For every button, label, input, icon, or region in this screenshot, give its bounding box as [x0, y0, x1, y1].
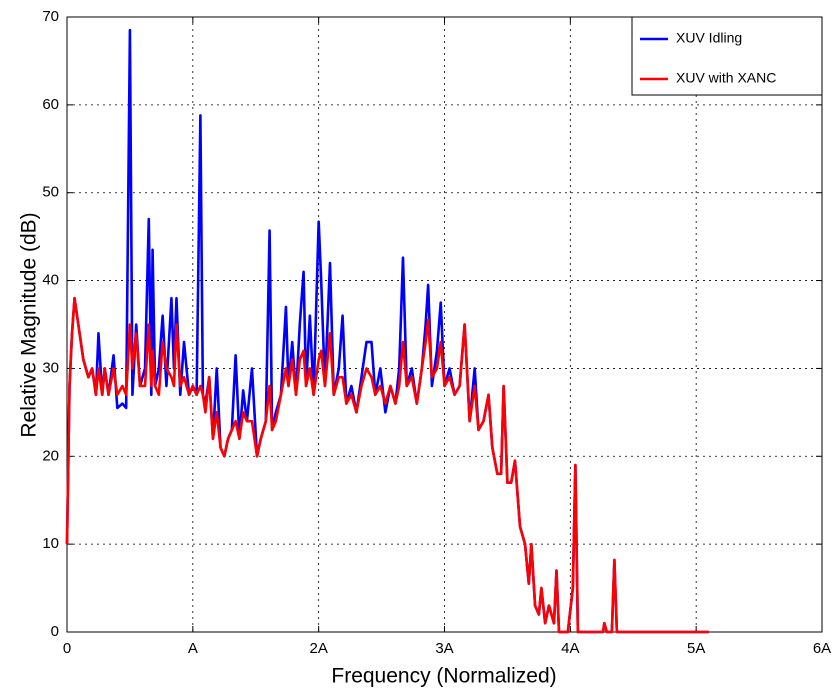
y-axis-title: Relative Magnitude (dB)	[18, 212, 41, 437]
y-tick-label: 0	[51, 623, 59, 640]
x-tick-label: 4A	[561, 640, 579, 657]
x-tick-label: 6A	[813, 640, 831, 657]
y-tick-label: 10	[42, 535, 59, 552]
y-tick-label: 20	[42, 447, 59, 464]
y-tick-label: 50	[42, 184, 59, 201]
y-tick-label: 60	[42, 96, 59, 113]
x-tick-label: 2A	[309, 640, 327, 657]
x-tick-label: A	[188, 640, 198, 657]
plot-frame	[66, 16, 823, 633]
x-tick-label: 0	[63, 640, 71, 657]
y-tick-label: 40	[42, 272, 59, 289]
x-tick-label: 3A	[435, 640, 453, 657]
legend-label: XUV Idling	[676, 30, 742, 46]
x-tick-label: 5A	[687, 640, 705, 657]
legend-label: XUV with XANC	[676, 70, 776, 86]
y-tick-label: 30	[42, 359, 59, 376]
data-line	[65, 296, 709, 634]
legend-box	[631, 16, 823, 96]
y-tick-label: 70	[42, 8, 59, 25]
x-axis-title: Frequency (Normalized)	[331, 665, 556, 688]
